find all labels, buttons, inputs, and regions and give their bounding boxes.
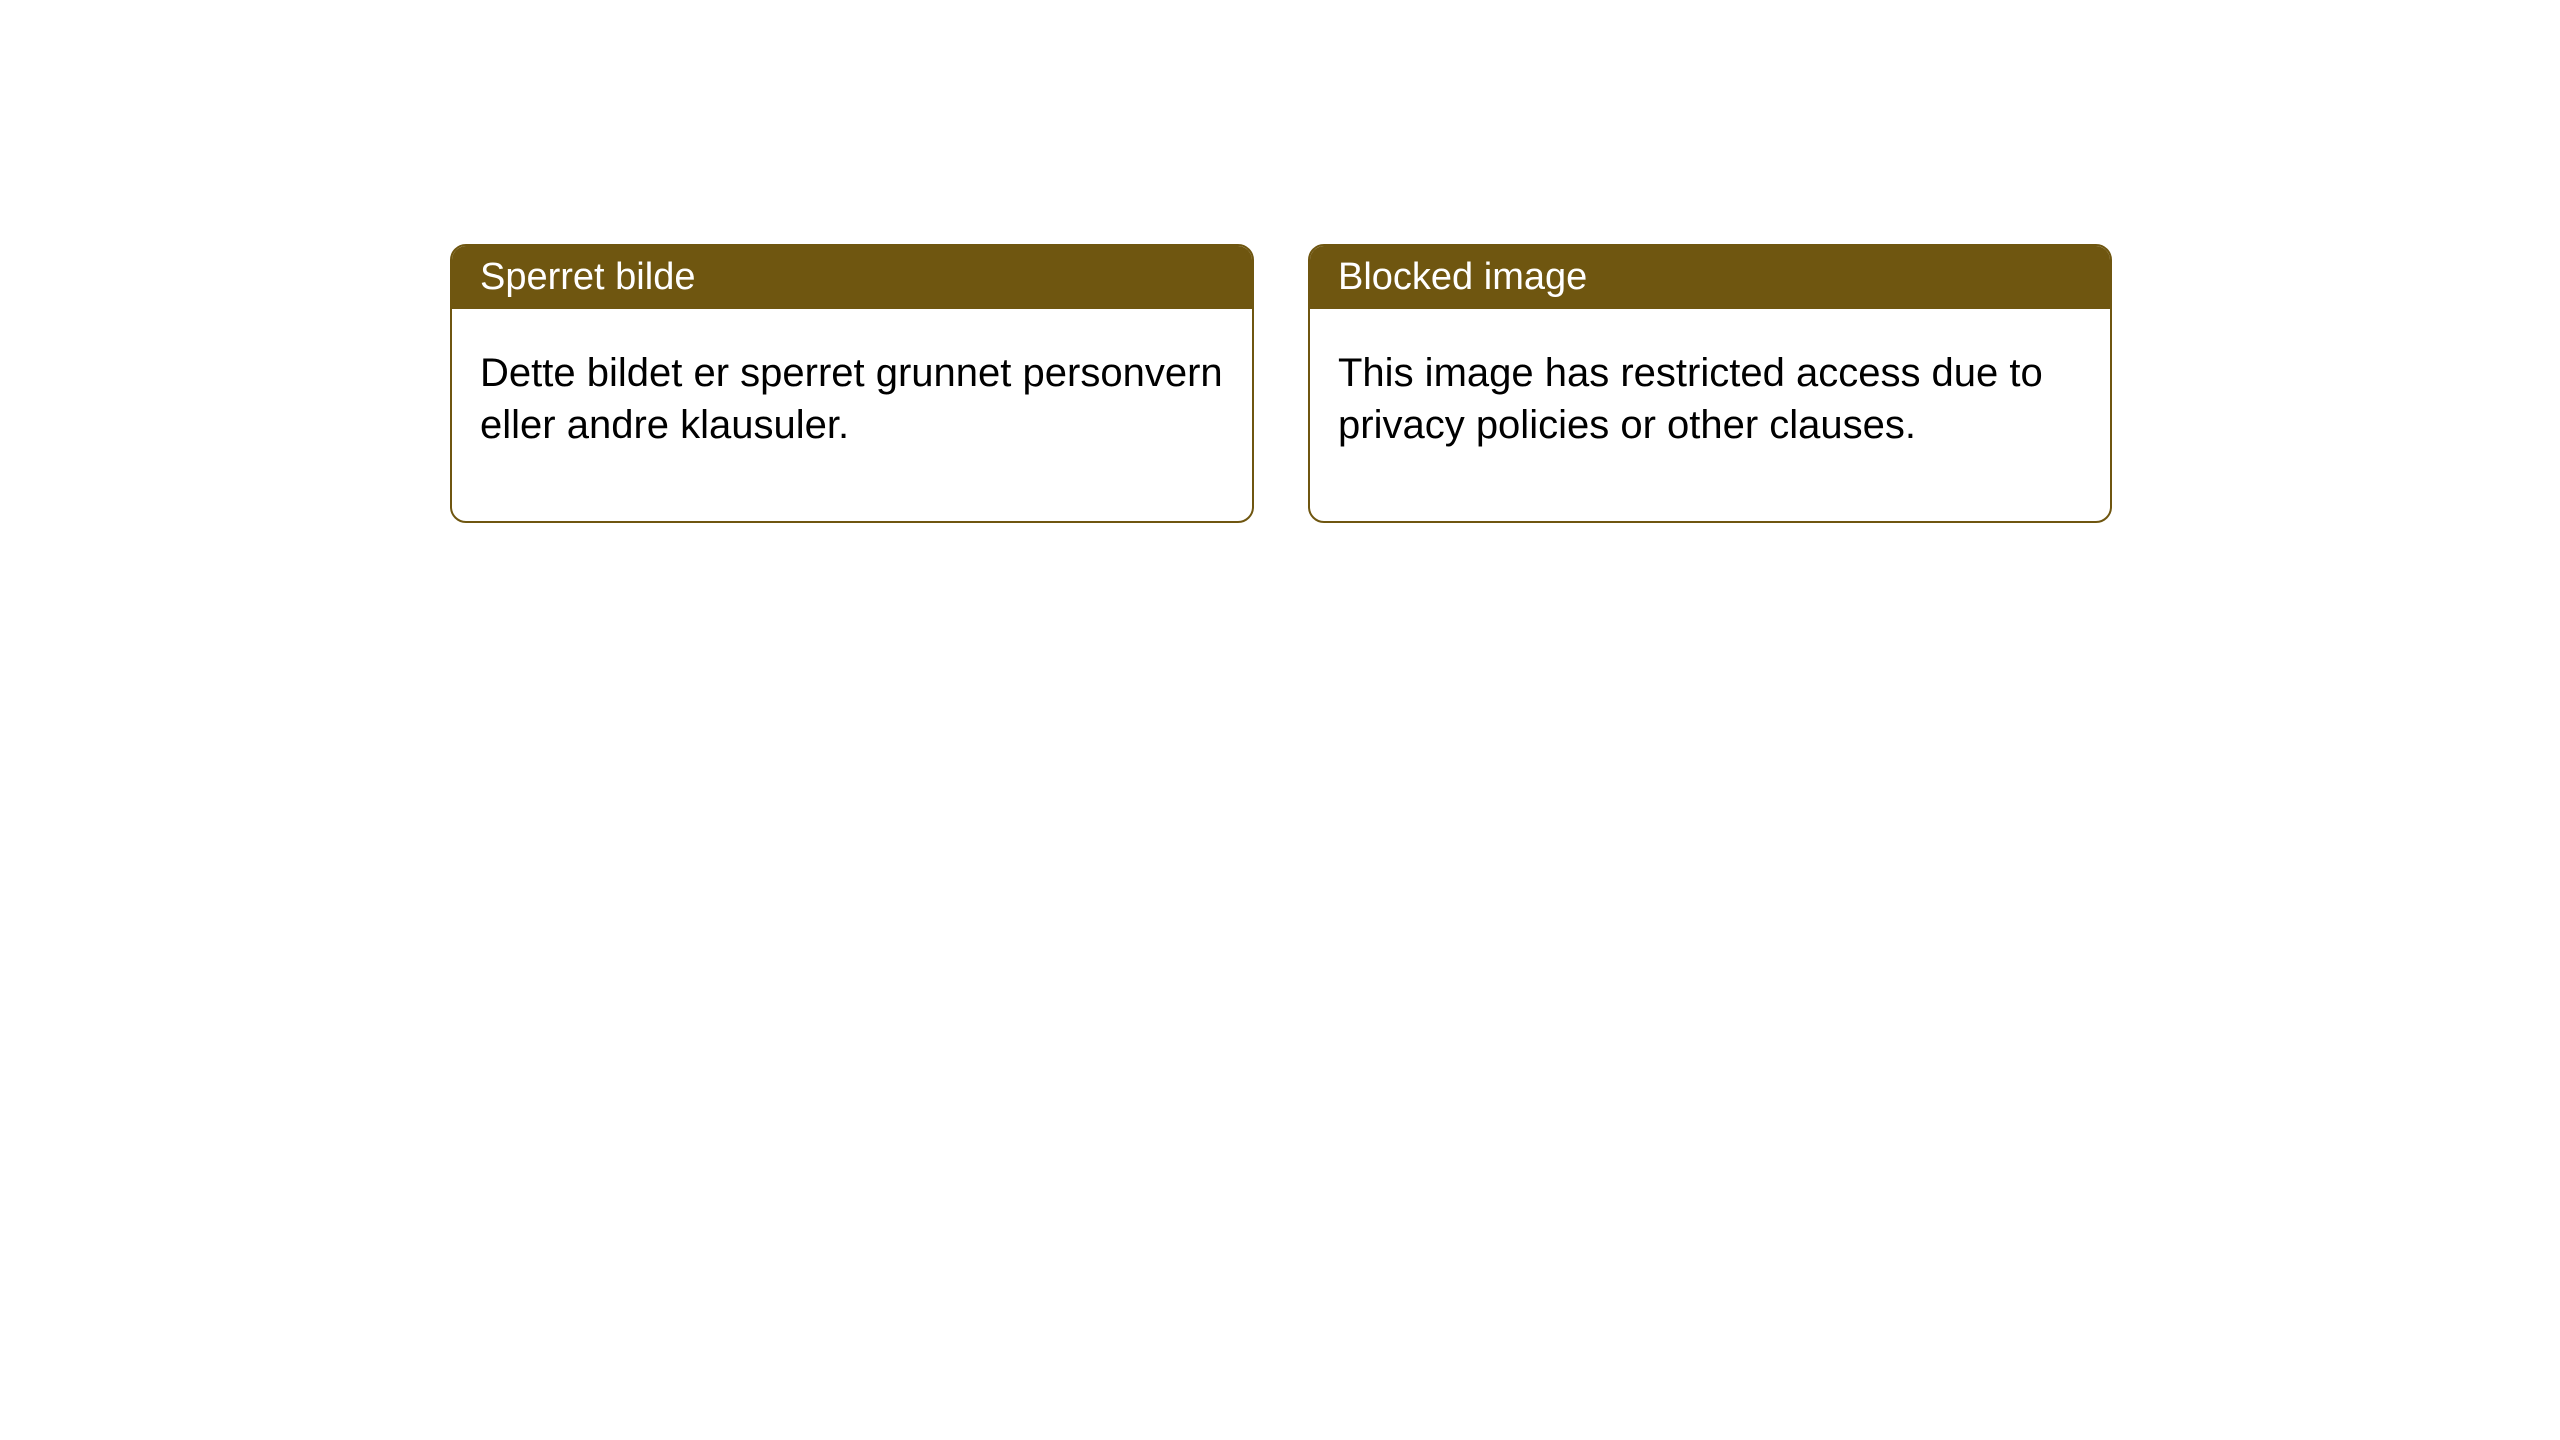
card-body: This image has restricted access due to …	[1310, 309, 2110, 521]
cards-container: Sperret bilde Dette bildet er sperret gr…	[0, 0, 2560, 523]
blocked-image-card-no: Sperret bilde Dette bildet er sperret gr…	[450, 244, 1254, 523]
card-body-text: Dette bildet er sperret grunnet personve…	[480, 351, 1223, 447]
blocked-image-card-en: Blocked image This image has restricted …	[1308, 244, 2112, 523]
card-body: Dette bildet er sperret grunnet personve…	[452, 309, 1252, 521]
card-title: Blocked image	[1338, 256, 1587, 298]
card-title: Sperret bilde	[480, 256, 695, 298]
card-header: Sperret bilde	[452, 246, 1252, 309]
card-body-text: This image has restricted access due to …	[1338, 351, 2043, 447]
card-header: Blocked image	[1310, 246, 2110, 309]
